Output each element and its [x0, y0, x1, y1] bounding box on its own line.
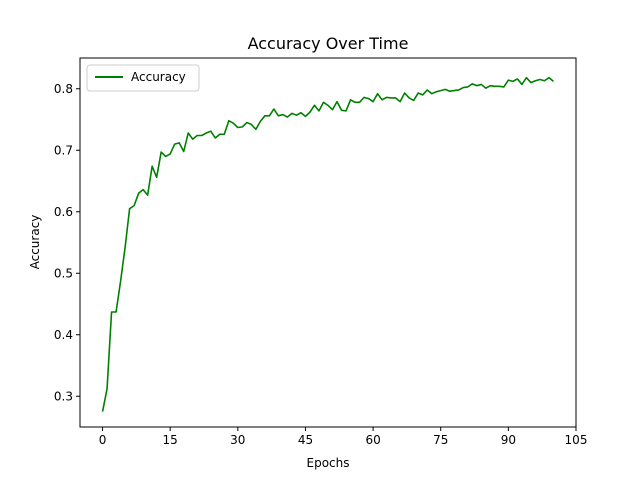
y-tick-label: 0.4 [54, 328, 73, 342]
x-tick-label: 15 [163, 433, 178, 447]
x-tick-label: 105 [565, 433, 588, 447]
series-line-accuracy [101, 76, 554, 412]
y-tick-label: 0.8 [54, 82, 73, 96]
chart-title: Accuracy Over Time [248, 34, 409, 53]
x-tick-label: 75 [433, 433, 448, 447]
y-tick-label: 0.6 [54, 205, 73, 219]
y-tick-label: 0.3 [54, 389, 73, 403]
x-tick-label: 0 [99, 433, 107, 447]
y-tick-label: 0.5 [54, 266, 73, 280]
legend-box [86, 64, 200, 92]
x-tick-label: 90 [501, 433, 516, 447]
plot-frame [79, 57, 577, 428]
x-tick-label: 30 [230, 433, 245, 447]
x-axis-label: Epochs [307, 456, 350, 470]
x-tick-label: 60 [365, 433, 380, 447]
x-tick-label: 45 [298, 433, 313, 447]
y-tick-label: 0.7 [54, 143, 73, 157]
y-axis-ticks: 0.3 0.4 0.5 0.6 0.7 0.8 [54, 82, 80, 403]
x-axis-ticks: 0 15 30 45 60 75 90 105 [99, 427, 588, 447]
legend: Accuracy [86, 64, 200, 92]
legend-label-accuracy: Accuracy [131, 70, 186, 84]
y-axis-label: Accuracy [28, 215, 42, 270]
plot-layer [101, 76, 554, 412]
